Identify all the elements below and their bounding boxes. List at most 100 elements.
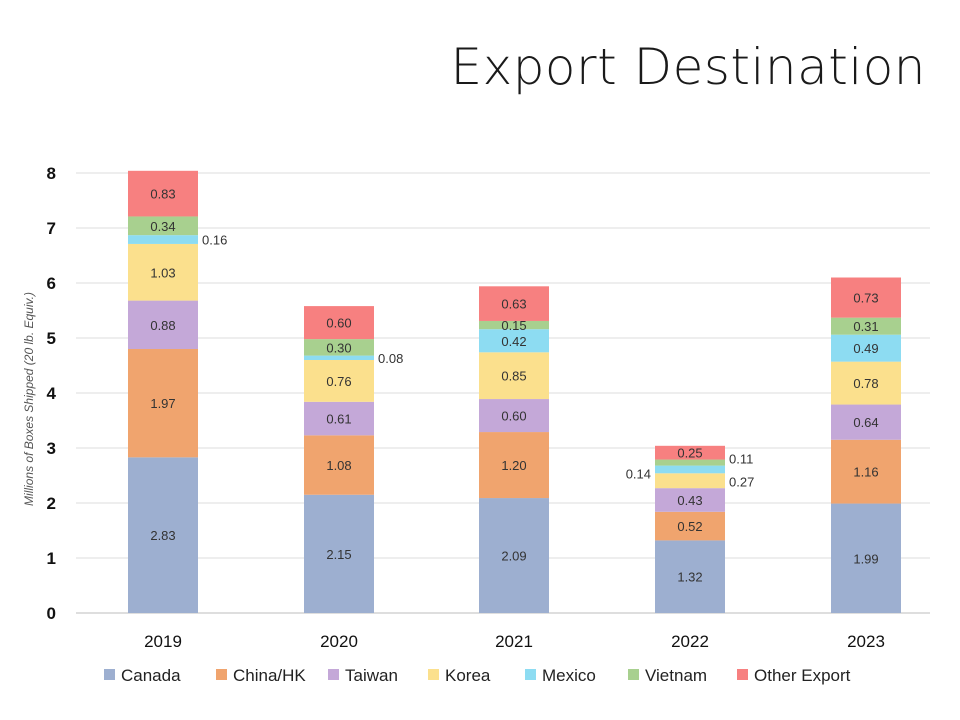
bar-2023-canada [831,503,901,613]
data-label: 0.78 [853,376,878,391]
legend-swatch [216,669,227,680]
y-tick-label: 6 [47,274,56,293]
data-label: 0.43 [677,493,702,508]
x-tick-label: 2019 [144,632,182,651]
legend-label: Taiwan [345,666,398,685]
data-label: 0.64 [853,415,878,430]
segment-labels: 2.83 1.97 0.88 1.03 0.16 0.34 0.83 2.15 1.08 0.61… [150,187,878,585]
bar-2021-other-export [479,286,549,321]
bar-2023-taiwan [831,404,901,440]
bar-2020-other-export [304,306,374,340]
slide-title: Export Destination [450,38,926,96]
bar-2023-vietnam [831,317,901,335]
data-label: 1.03 [150,265,175,280]
bar-2019-canada [128,457,198,613]
x-tick-label: 2022 [671,632,709,651]
bar-2021-taiwan [479,399,549,433]
data-label: 0.16 [202,233,227,248]
bar-2023-other-export [831,277,901,318]
legend-swatch [737,669,748,680]
legend-label: Canada [121,666,181,685]
data-label: 0.88 [150,318,175,333]
legend: Canada China/HK Taiwan Korea Mexico Vietnam Ot… [104,666,851,685]
y-tick-label: 8 [47,164,56,183]
data-label: 0.73 [853,291,878,306]
data-label: 2.15 [326,547,351,562]
data-label: 0.34 [150,219,175,234]
y-tick-label: 0 [47,604,56,623]
data-label: 0.08 [378,351,403,366]
bar-2019-other-export [128,170,198,217]
data-label: 0.76 [326,374,351,389]
bar-2023-mexico [831,334,901,362]
data-label: 2.83 [150,528,175,543]
data-label: 0.60 [501,409,526,424]
bar-2020-korea [304,360,374,402]
y-tick-label: 4 [47,384,57,403]
bar-2023-korea [831,361,901,405]
data-label: 0.60 [326,316,351,331]
data-label: 0.27 [729,475,754,490]
legend-item-vietnam: Vietnam [628,666,707,685]
data-label: 0.42 [501,334,526,349]
x-axis-ticks: 2019 2020 2021 2022 2023 [144,632,885,651]
data-label: 1.20 [501,458,526,473]
bar-2021-china-hk [479,432,549,499]
bar-2020-canada [304,494,374,613]
bar-2022-taiwan [655,488,725,512]
bar-2020-vietnam [304,339,374,356]
data-label: 0.11 [729,452,753,467]
bar-2022-vietnam [655,459,725,466]
bar-2020-china-hk [304,435,374,495]
data-label: 0.83 [150,187,175,202]
legend-swatch [328,669,339,680]
data-label: 0.25 [677,446,702,461]
bar-2022-canada [655,540,725,613]
data-label: 0.85 [501,369,526,384]
legend-label: China/HK [233,666,306,685]
bar-2021-mexico [479,329,549,353]
data-label: 2.09 [501,549,526,564]
legend-item-china-hk: China/HK [216,666,306,685]
legend-item-korea: Korea [428,666,491,685]
bar-2021-canada [479,498,549,613]
legend-label: Mexico [542,666,596,685]
legend-item-taiwan: Taiwan [328,666,398,685]
bar-2022-mexico [655,465,725,474]
y-tick-label: 3 [47,439,56,458]
data-label: 1.97 [150,396,175,411]
x-tick-label: 2023 [847,632,885,651]
legend-item-mexico: Mexico [525,666,596,685]
y-axis-ticks: 0 1 2 3 4 5 6 7 8 [47,164,57,623]
bar-2022-korea [655,473,725,489]
y-tick-label: 1 [47,549,56,568]
data-label: 0.31 [853,319,878,334]
bar-2021-korea [479,352,549,400]
data-label: 1.99 [853,551,878,566]
bar-2019-china-hk [128,349,198,458]
legend-item-canada: Canada [104,666,181,685]
bar-2021-vietnam [479,320,549,330]
bar-2022-other-export [655,445,725,460]
legend-swatch [428,669,439,680]
bar-2019-vietnam [128,216,198,236]
legend-label: Korea [445,666,491,685]
x-tick-label: 2020 [320,632,358,651]
legend-swatch [104,669,115,680]
legend-swatch [628,669,639,680]
legend-item-other-export: Other Export [737,666,851,685]
data-label: 0.15 [501,318,526,333]
bar-2019-korea [128,243,198,301]
data-label: 0.61 [326,412,351,427]
data-label: 0.49 [853,341,878,356]
data-label: 0.14 [626,466,651,481]
bar-2023-china-hk [831,439,901,504]
y-tick-label: 7 [47,219,56,238]
legend-label: Vietnam [645,666,707,685]
bar-2020-mexico [304,355,374,360]
data-label: 1.08 [326,458,351,473]
legend-label: Other Export [754,666,851,685]
bar-2019-mexico [128,235,198,244]
y-tick-label: 2 [47,494,56,513]
